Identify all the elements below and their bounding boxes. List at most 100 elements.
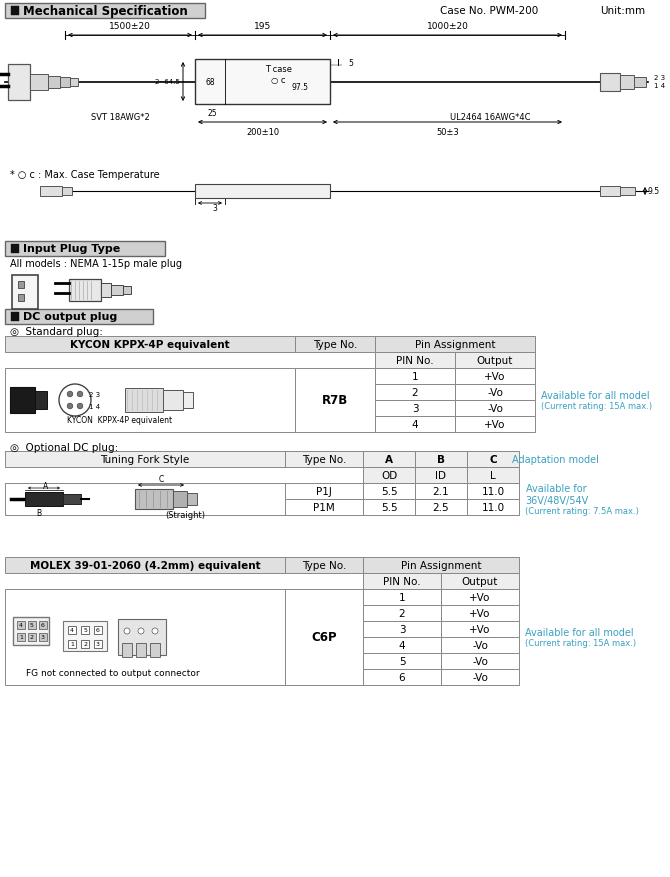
Text: 68: 68 bbox=[205, 78, 215, 87]
Text: 1: 1 bbox=[70, 642, 74, 646]
Bar bbox=[455, 401, 535, 417]
Bar bbox=[375, 401, 455, 417]
Text: 3: 3 bbox=[41, 635, 45, 639]
Bar bbox=[187, 494, 197, 505]
Text: +Vo: +Vo bbox=[469, 609, 490, 618]
Text: -Vo: -Vo bbox=[472, 640, 488, 650]
Text: All models : NEMA 1-15p male plug: All models : NEMA 1-15p male plug bbox=[10, 259, 182, 268]
Bar bbox=[118, 619, 166, 655]
Bar bbox=[30, 75, 48, 90]
Text: 4: 4 bbox=[399, 640, 405, 650]
Text: SVT 18AWG*2: SVT 18AWG*2 bbox=[90, 112, 149, 121]
Text: Tuning Fork Style: Tuning Fork Style bbox=[100, 454, 190, 465]
Bar bbox=[285, 483, 363, 499]
Text: Available for
36V/48V/54V: Available for 36V/48V/54V bbox=[525, 483, 588, 505]
Bar bbox=[441, 574, 519, 589]
Text: 2: 2 bbox=[399, 609, 405, 618]
Text: 2 3: 2 3 bbox=[654, 75, 665, 82]
Bar bbox=[70, 78, 78, 87]
Text: 11.0: 11.0 bbox=[482, 503, 505, 512]
Text: -Vo: -Vo bbox=[487, 403, 503, 414]
Bar bbox=[467, 467, 519, 483]
Text: 1000±20: 1000±20 bbox=[427, 22, 468, 31]
Text: Output: Output bbox=[462, 576, 498, 587]
Text: DC output plug: DC output plug bbox=[23, 312, 117, 322]
Text: -Vo: -Vo bbox=[472, 673, 488, 682]
Text: A: A bbox=[385, 454, 393, 465]
Text: +Vo: +Vo bbox=[484, 419, 506, 430]
Bar bbox=[415, 467, 467, 483]
Text: 97.5: 97.5 bbox=[292, 83, 309, 92]
Bar bbox=[375, 384, 455, 401]
Text: (Straight): (Straight) bbox=[165, 511, 205, 520]
Bar bbox=[10, 388, 35, 414]
Bar bbox=[363, 669, 441, 685]
Bar bbox=[68, 640, 76, 648]
Text: ID: ID bbox=[436, 470, 446, 481]
Text: Case No. PWM-200: Case No. PWM-200 bbox=[440, 6, 538, 17]
Text: 4: 4 bbox=[19, 623, 23, 628]
Bar bbox=[11, 313, 19, 321]
Text: 6: 6 bbox=[41, 623, 45, 628]
Text: PIN No.: PIN No. bbox=[383, 576, 421, 587]
Bar bbox=[441, 669, 519, 685]
Text: 2: 2 bbox=[411, 388, 418, 397]
Bar bbox=[295, 337, 375, 353]
Bar bbox=[40, 187, 62, 196]
Text: 25: 25 bbox=[207, 109, 217, 118]
Text: Type No.: Type No. bbox=[302, 454, 346, 465]
Bar bbox=[17, 633, 25, 641]
Text: UL2464 16AWG*4C: UL2464 16AWG*4C bbox=[450, 112, 530, 121]
Bar bbox=[455, 384, 535, 401]
Circle shape bbox=[67, 392, 73, 397]
Text: Available for all model: Available for all model bbox=[525, 627, 634, 638]
Bar bbox=[18, 295, 24, 302]
Text: 11.0: 11.0 bbox=[482, 487, 505, 496]
Text: C: C bbox=[158, 475, 163, 484]
Bar bbox=[5, 558, 285, 574]
Bar bbox=[195, 185, 330, 199]
Text: 1: 1 bbox=[399, 592, 405, 602]
Bar bbox=[363, 452, 415, 467]
Text: 2.5: 2.5 bbox=[433, 503, 450, 512]
Bar bbox=[363, 467, 415, 483]
Text: 5: 5 bbox=[399, 656, 405, 667]
Bar bbox=[5, 242, 165, 257]
Text: 5: 5 bbox=[83, 628, 87, 633]
Text: B: B bbox=[437, 454, 445, 465]
Bar bbox=[11, 7, 19, 16]
Text: ◎  Standard plug:: ◎ Standard plug: bbox=[10, 326, 103, 337]
Bar bbox=[35, 391, 47, 410]
Bar bbox=[363, 638, 441, 653]
Text: 3: 3 bbox=[411, 403, 418, 414]
Bar bbox=[363, 558, 519, 574]
Bar bbox=[285, 589, 363, 685]
Text: Type No.: Type No. bbox=[313, 339, 357, 350]
Bar bbox=[441, 605, 519, 621]
Bar bbox=[415, 452, 467, 467]
Text: +Vo: +Vo bbox=[484, 372, 506, 381]
Bar bbox=[183, 393, 193, 409]
Text: (Current rating: 15A max.): (Current rating: 15A max.) bbox=[541, 402, 652, 411]
Text: OD: OD bbox=[381, 470, 397, 481]
Text: Mechanical Specification: Mechanical Specification bbox=[23, 5, 188, 18]
Text: 1500±20: 1500±20 bbox=[109, 22, 151, 31]
Bar bbox=[634, 77, 646, 88]
Bar bbox=[8, 64, 30, 100]
Text: Available for all model: Available for all model bbox=[541, 390, 650, 401]
Bar bbox=[81, 626, 89, 634]
Bar bbox=[69, 280, 101, 302]
Bar bbox=[363, 483, 415, 499]
Text: 5.5: 5.5 bbox=[381, 487, 397, 496]
Bar bbox=[48, 76, 60, 89]
Bar bbox=[363, 499, 415, 516]
Text: -Vo: -Vo bbox=[472, 656, 488, 667]
Bar bbox=[285, 499, 363, 516]
Bar bbox=[122, 643, 132, 657]
Text: R7B: R7B bbox=[322, 394, 348, 407]
Bar bbox=[441, 589, 519, 605]
Text: 2: 2 bbox=[83, 642, 87, 646]
Text: 2: 2 bbox=[30, 635, 34, 639]
Bar bbox=[415, 499, 467, 516]
Bar bbox=[375, 417, 455, 432]
